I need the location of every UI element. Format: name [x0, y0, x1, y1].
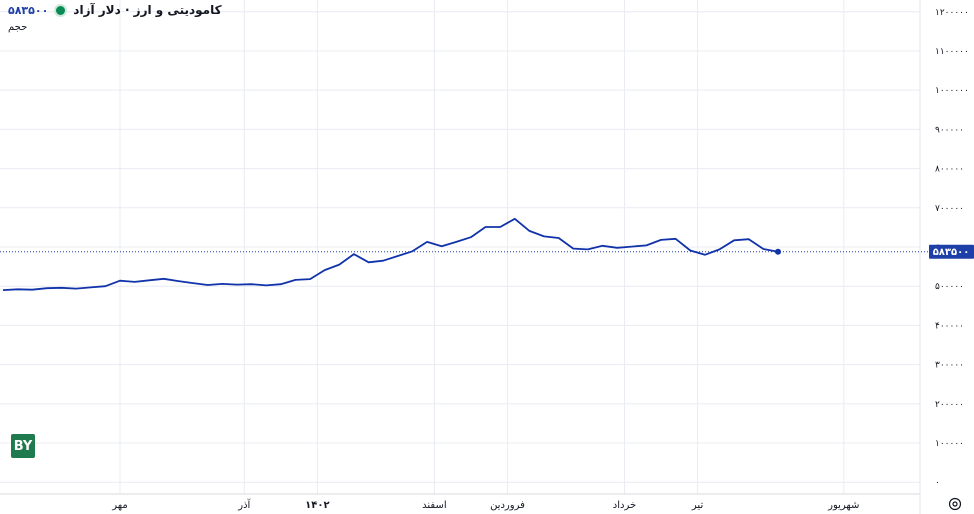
- x-tick-label: مهر: [111, 500, 127, 511]
- vertical-gridlines: [119, 0, 845, 494]
- settings-gear-icon[interactable]: [948, 497, 962, 511]
- y-tick-label: ۱۰۰۰۰۰: [935, 439, 964, 449]
- brand-logo[interactable]: BY: [11, 434, 35, 458]
- volume-label: حجم: [8, 22, 28, 33]
- price-line-series: [2, 217, 779, 291]
- x-tick-label: ۱۴۰۲: [305, 500, 329, 511]
- last-price-tag-bg: [929, 244, 974, 259]
- last-price-tag-label: ۵۸۳۵۰۰: [933, 247, 970, 258]
- last-price-tag: ۵۸۳۵۰۰: [929, 244, 974, 259]
- x-tick-label: آذر: [237, 498, 251, 511]
- y-tick-label: ۱۲۰۰۰۰۰: [935, 8, 969, 18]
- y-tick-label: ۲۰۰۰۰۰: [935, 400, 964, 410]
- x-tick-label: خرداد: [613, 500, 636, 511]
- y-tick-label: ۸۰۰۰۰۰: [935, 165, 964, 175]
- legend-symbol-title[interactable]: کامودیتی و ارز · دلار آزاد: [73, 3, 222, 17]
- horizontal-gridlines: [0, 11, 920, 483]
- x-tick-label: فروردین: [490, 500, 525, 511]
- legend-value: ۵۸۳۵۰۰: [8, 3, 49, 17]
- series-visibility-toggle-icon[interactable]: [54, 3, 68, 17]
- y-tick-label: ۳۰۰۰۰۰: [935, 361, 964, 371]
- y-tick-label: ۷۰۰۰۰۰: [935, 204, 964, 214]
- y-tick-label: ۵۰۰۰۰۰: [935, 282, 964, 292]
- x-tick-label: تیر: [691, 500, 704, 511]
- time-axis-labels: مهر آذر ۱۴۰۲ اسفند فروردین خرداد تیر شهریور: [111, 498, 859, 511]
- y-tick-label: ۹۰۰۰۰۰: [935, 125, 964, 135]
- y-tick-label: ۱۰۰۰۰۰۰: [935, 86, 969, 96]
- price-axis-labels: ۰۱۰۰۰۰۰۲۰۰۰۰۰۳۰۰۰۰۰۴۰۰۰۰۰۵۰۰۰۰۰۶۰۰۰۰۰۷۰۰…: [935, 8, 969, 488]
- last-price-marker: [775, 248, 781, 255]
- y-tick-label: ۱۱۰۰۰۰۰: [935, 47, 969, 57]
- x-tick-label: اسفند: [422, 500, 446, 511]
- y-tick-label: ۰: [935, 478, 940, 488]
- x-tick-label: شهریور: [827, 500, 859, 511]
- chart-legend: ۵۸۳۵۰۰ کامودیتی و ارز · دلار آزاد: [8, 3, 222, 17]
- y-tick-label: ۴۰۰۰۰۰: [935, 321, 964, 331]
